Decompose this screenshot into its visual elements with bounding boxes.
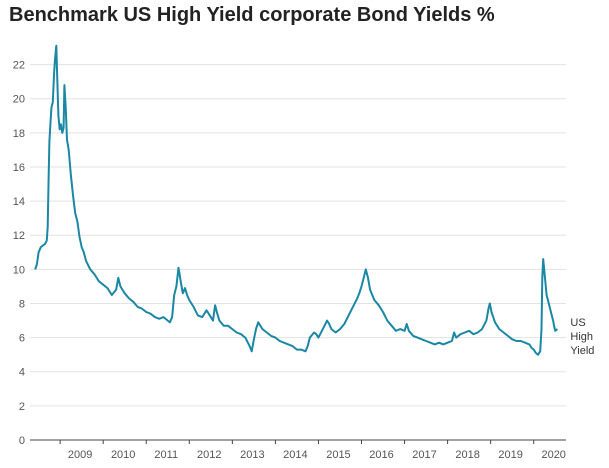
- y-tick-label: 18: [13, 128, 25, 140]
- x-axis-ticks: 2009 2010 2011 2012 2013 2014 2015 2016 2017 2018…: [59, 440, 566, 461]
- y-tick-label: 4: [19, 367, 25, 379]
- series-line-us-high-yield: [34, 44, 559, 356]
- x-tick-label: 2010: [111, 449, 135, 461]
- x-tick-label: 2013: [240, 449, 264, 461]
- y-tick-label: 20: [13, 94, 25, 106]
- series-label-line: US: [570, 317, 585, 329]
- series-label-us-high-yield: US High Yield: [570, 317, 594, 357]
- x-tick-label: 2020: [541, 449, 565, 461]
- y-tick-label: 0: [19, 435, 25, 447]
- x-tick-label: 2019: [498, 449, 522, 461]
- x-tick-label: 2018: [455, 449, 479, 461]
- y-axis-ticks: 0 2 4 6 8 10 12 14 16 18 20 22: [13, 60, 25, 447]
- x-tick-label: 2009: [68, 449, 92, 461]
- y-tick-label: 6: [19, 333, 25, 345]
- y-tick-label: 10: [13, 264, 25, 276]
- y-tick-label: 2: [19, 401, 25, 413]
- y-tick-label: 8: [19, 298, 25, 310]
- y-tick-label: 12: [13, 230, 25, 242]
- x-tick-label: 2015: [326, 449, 350, 461]
- series-label-line: Yield: [570, 345, 594, 357]
- gridlines: [30, 64, 566, 407]
- y-tick-label: 16: [13, 162, 25, 174]
- chart-title: Benchmark US High Yield corporate Bond Y…: [9, 4, 495, 26]
- series-label-line: High: [570, 331, 593, 343]
- x-tick-label: 2012: [197, 449, 221, 461]
- x-tick-label: 2014: [283, 449, 307, 461]
- y-tick-label: 22: [13, 60, 25, 72]
- x-tick-label: 2016: [369, 449, 393, 461]
- x-tick-label: 2017: [412, 449, 436, 461]
- x-tick-label: 2011: [154, 449, 178, 461]
- y-tick-label: 14: [13, 196, 25, 208]
